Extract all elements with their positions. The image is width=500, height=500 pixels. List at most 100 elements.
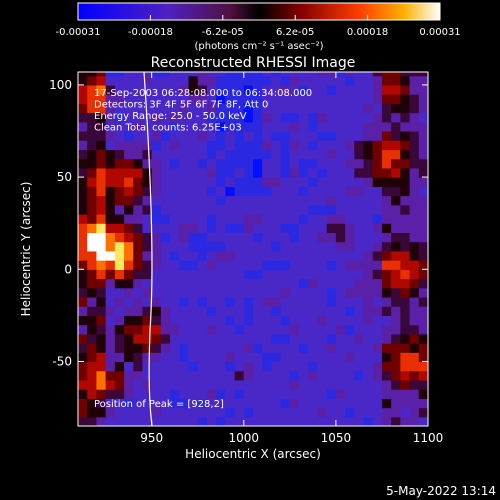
heatmap-cell <box>326 72 337 77</box>
heatmap-cell <box>179 269 190 280</box>
heatmap-cell <box>335 158 346 169</box>
heatmap-cell <box>151 398 162 409</box>
heatmap-cell <box>400 269 411 280</box>
heatmap-cell <box>335 296 346 307</box>
heatmap-cell <box>299 379 309 390</box>
heatmap-cell <box>400 379 411 390</box>
heatmap-cell <box>197 213 208 224</box>
heatmap-cell <box>400 250 411 261</box>
heatmap-cell <box>280 232 291 243</box>
heatmap-cell <box>151 324 162 335</box>
heatmap-cell <box>317 204 328 215</box>
heatmap-cell <box>271 370 282 381</box>
heatmap-cell <box>400 167 411 178</box>
heatmap-cell <box>142 177 153 187</box>
heatmap-cell <box>391 370 401 381</box>
heatmap-cell <box>372 269 383 280</box>
heatmap-cell <box>372 140 383 151</box>
heatmap-cell <box>289 379 300 390</box>
heatmap-cell <box>105 140 116 151</box>
heatmap-cell <box>308 75 319 86</box>
heatmap-cell <box>170 167 180 178</box>
heatmap-cell <box>409 379 420 390</box>
heatmap-cell <box>160 260 171 270</box>
heatmap-cell <box>170 407 180 418</box>
heatmap-cell <box>179 103 190 114</box>
heatmap-cell <box>400 72 411 77</box>
heatmap-cell <box>124 121 134 132</box>
heatmap-cell <box>105 84 116 95</box>
heatmap-cell <box>289 121 300 132</box>
x-tick-label: 1050 <box>321 431 352 445</box>
heatmap-cell <box>105 223 116 234</box>
heatmap-cell <box>271 278 282 289</box>
heatmap-cell <box>326 213 337 224</box>
heatmap-cell <box>326 158 337 169</box>
heatmap-cell <box>87 407 98 418</box>
heatmap-cell <box>216 232 226 243</box>
heatmap-cell <box>160 241 171 252</box>
heatmap-cell <box>326 389 337 399</box>
heatmap-cell <box>345 158 355 169</box>
heatmap-cell <box>170 343 180 353</box>
heatmap-cell <box>262 389 273 399</box>
heatmap-cell <box>308 407 319 418</box>
heatmap-cell <box>400 158 411 169</box>
heatmap-cell <box>363 140 374 151</box>
heatmap-cell <box>280 278 291 289</box>
heatmap-cell <box>354 103 365 114</box>
heatmap-cell <box>271 315 282 326</box>
heatmap-cell <box>418 140 428 151</box>
heatmap-cell <box>345 177 355 187</box>
heatmap-cell <box>188 278 199 289</box>
heatmap-cell <box>345 186 355 197</box>
heatmap-cell <box>124 278 134 289</box>
heatmap-cell <box>363 112 374 123</box>
heatmap-cell <box>78 241 88 252</box>
heatmap-cell <box>96 306 107 316</box>
heatmap-cell <box>78 186 88 197</box>
heatmap-cell <box>105 315 116 326</box>
heatmap-cell <box>197 103 208 114</box>
heatmap-cell <box>188 204 199 215</box>
heatmap-cell <box>400 287 411 298</box>
heatmap-cell <box>335 177 346 187</box>
heatmap-cell <box>234 177 245 187</box>
heatmap-cell <box>289 315 300 326</box>
heatmap-cell <box>124 232 134 243</box>
heatmap-cell <box>308 131 319 141</box>
heatmap-cell <box>335 204 346 215</box>
heatmap-cell <box>372 186 383 197</box>
heatmap-cell <box>308 361 319 372</box>
heatmap-cell <box>96 278 107 289</box>
heatmap-cell <box>78 370 88 381</box>
heatmap-cell <box>170 398 180 409</box>
heatmap-cell <box>289 278 300 289</box>
heatmap-cell <box>197 416 208 426</box>
heatmap-cell <box>105 195 116 206</box>
heatmap-cell <box>381 72 392 77</box>
heatmap-cell <box>197 84 208 95</box>
heatmap-cell <box>326 177 337 187</box>
heatmap-cell <box>151 195 162 206</box>
heatmap-cell <box>418 94 428 104</box>
heatmap-cell <box>114 241 125 252</box>
heatmap-cell <box>418 260 428 270</box>
heatmap-cell <box>114 204 125 215</box>
heatmap-cell <box>326 315 337 326</box>
heatmap-cell <box>96 296 107 307</box>
heatmap-cell <box>280 103 291 114</box>
heatmap-cell <box>253 232 263 243</box>
heatmap-cell <box>317 343 328 353</box>
heatmap-cell <box>170 250 180 261</box>
heatmap-cell <box>151 75 162 86</box>
heatmap-cell <box>243 241 254 252</box>
heatmap-cell <box>335 361 346 372</box>
heatmap-cell <box>243 75 254 86</box>
heatmap-cell <box>160 389 171 399</box>
heatmap-cell <box>335 324 346 335</box>
heatmap-cell <box>188 112 199 123</box>
heatmap-cell <box>326 416 337 426</box>
heatmap-cell <box>124 398 134 409</box>
heatmap-cell <box>124 306 134 316</box>
